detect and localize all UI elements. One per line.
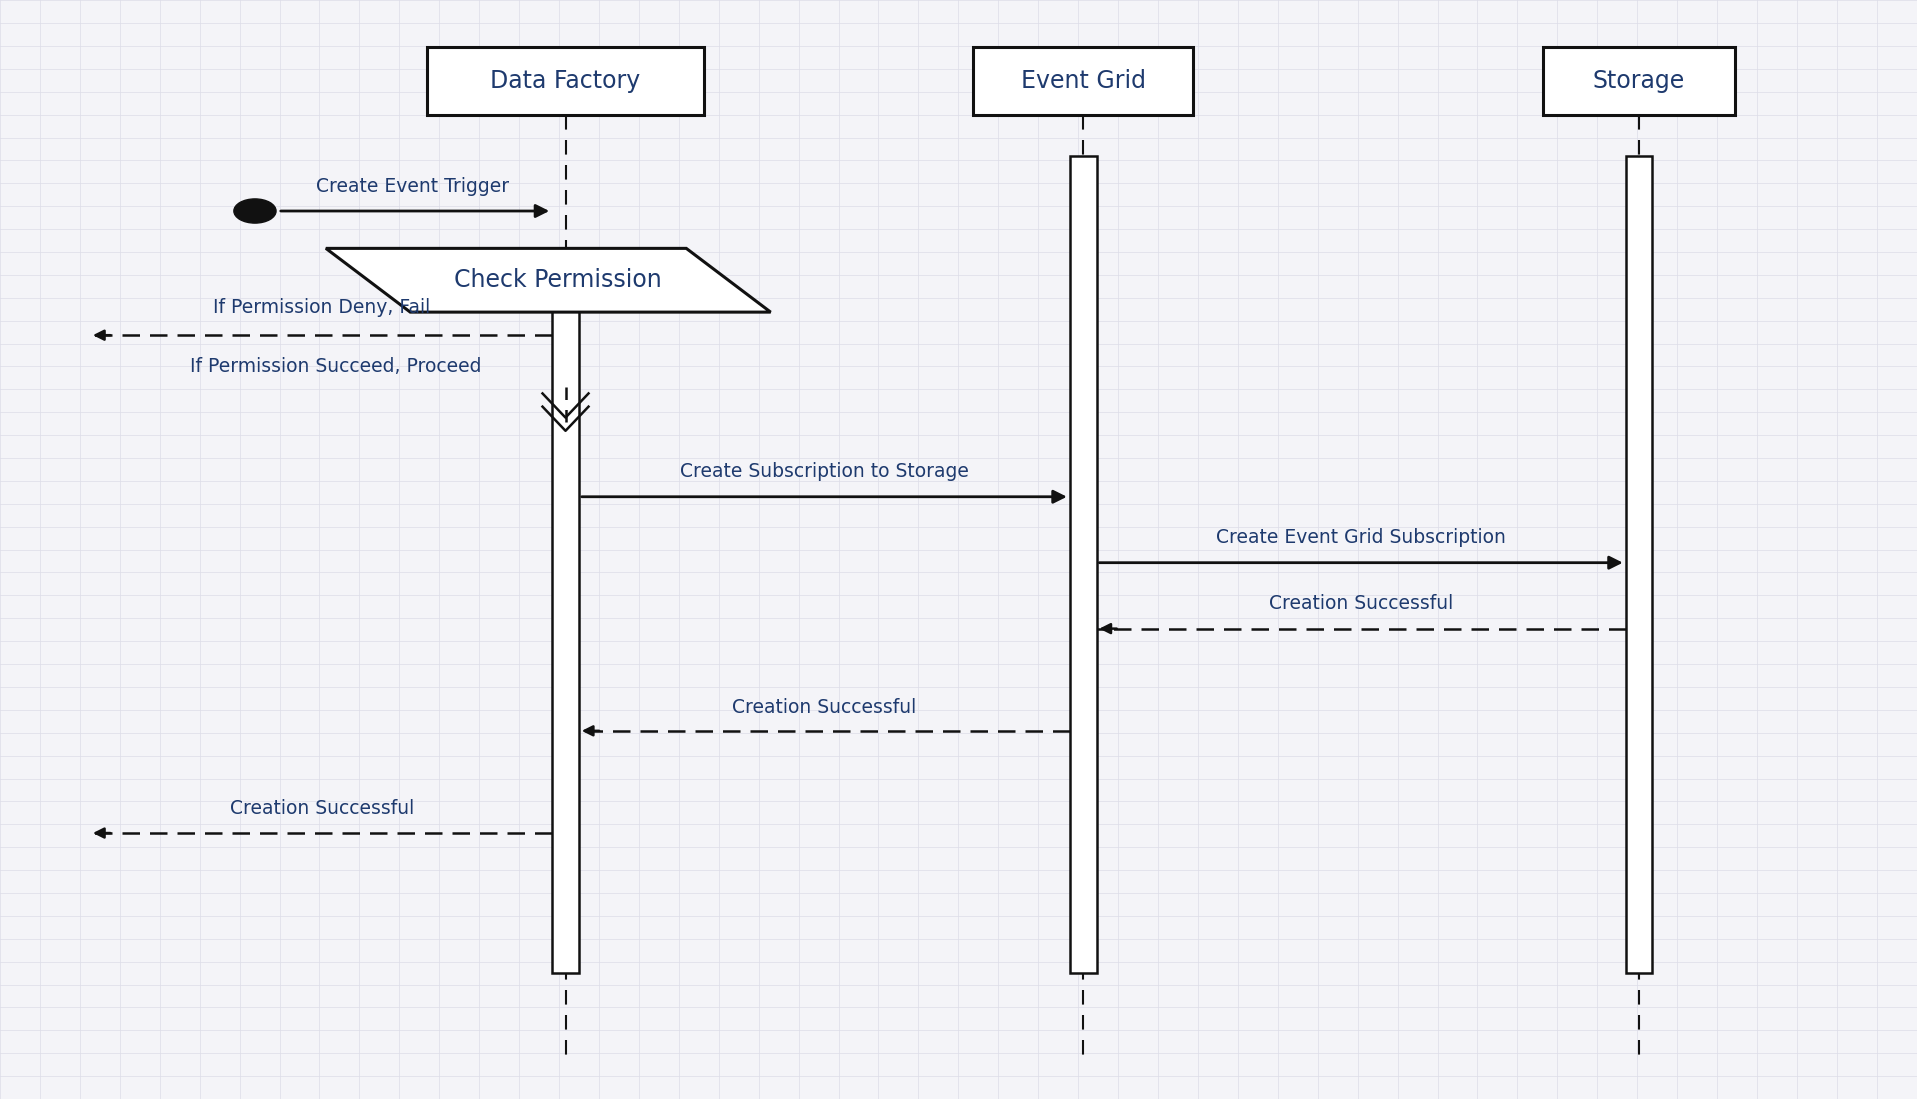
Text: Creation Successful: Creation Successful <box>1269 595 1453 613</box>
Bar <box>552 280 579 973</box>
Text: Creation Successful: Creation Successful <box>230 799 414 818</box>
Text: Create Event Trigger: Create Event Trigger <box>316 177 508 196</box>
Text: Event Grid: Event Grid <box>1020 69 1146 93</box>
Text: Check Permission: Check Permission <box>454 268 661 292</box>
Circle shape <box>234 199 276 223</box>
Text: If Permission Succeed, Proceed: If Permission Succeed, Proceed <box>190 357 481 376</box>
Bar <box>972 47 1192 115</box>
Text: Storage: Storage <box>1593 69 1685 93</box>
Text: Data Factory: Data Factory <box>491 69 640 93</box>
Bar <box>1543 47 1735 115</box>
Text: Creation Successful: Creation Successful <box>732 698 916 717</box>
Bar <box>1626 156 1652 973</box>
Bar <box>426 47 704 115</box>
Text: Create Event Grid Subscription: Create Event Grid Subscription <box>1215 529 1507 547</box>
Polygon shape <box>326 248 771 312</box>
Text: Create Subscription to Storage: Create Subscription to Storage <box>681 463 968 481</box>
Text: If Permission Deny, Fail: If Permission Deny, Fail <box>213 298 431 317</box>
Bar <box>1070 156 1097 973</box>
